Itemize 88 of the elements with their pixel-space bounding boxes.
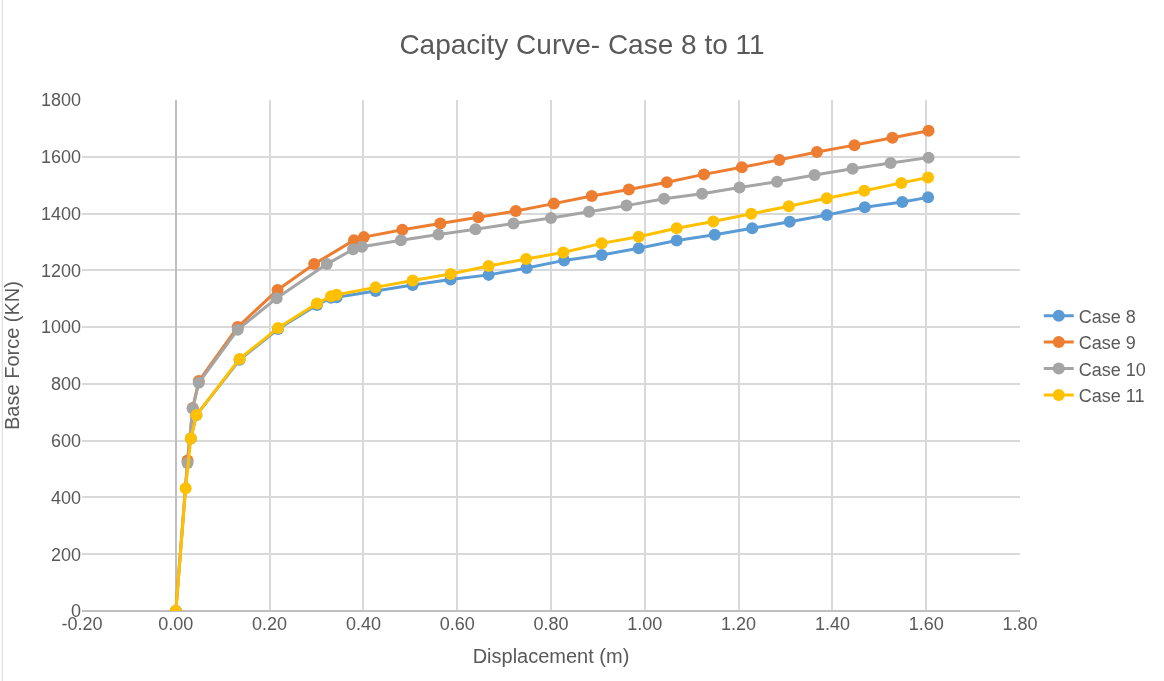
x-tick-label: 1.80 <box>1002 614 1038 634</box>
x-tick-label: 1.60 <box>908 614 944 634</box>
point <box>557 246 570 259</box>
y-tick-label: 600 <box>50 430 81 451</box>
x-tick-label: 0.80 <box>533 614 569 634</box>
point <box>622 183 635 196</box>
legend-label: Case 11 <box>1078 385 1145 406</box>
point <box>922 171 935 184</box>
x-tick-label: 0.20 <box>252 614 288 634</box>
y-tick-label: 1400 <box>40 203 81 224</box>
point <box>848 139 861 152</box>
point <box>369 281 382 294</box>
point <box>632 230 645 243</box>
point <box>583 205 595 218</box>
point <box>444 268 457 281</box>
point <box>595 249 608 261</box>
x-tick-label: 0.60 <box>439 614 475 634</box>
point <box>356 240 368 253</box>
point <box>270 292 283 305</box>
point <box>808 168 821 181</box>
point <box>708 228 721 241</box>
y-tick-label: 1600 <box>40 147 81 168</box>
point <box>545 212 557 225</box>
legend-label: Case 10 <box>1078 359 1146 380</box>
point <box>320 258 333 271</box>
point <box>922 151 935 164</box>
point <box>771 175 784 188</box>
point <box>810 145 823 158</box>
point <box>820 192 833 205</box>
point <box>886 131 899 144</box>
point <box>670 222 683 235</box>
point <box>670 234 683 247</box>
point <box>509 205 522 217</box>
point <box>469 223 482 236</box>
point <box>357 231 370 244</box>
point <box>895 176 908 189</box>
point <box>507 217 520 230</box>
point <box>733 181 746 194</box>
x-tick-label: 1.00 <box>627 614 663 634</box>
y-axis-title: Base Force (KN) <box>1 281 24 430</box>
point <box>858 184 871 197</box>
point <box>434 217 447 230</box>
point <box>746 222 759 235</box>
point <box>406 274 419 287</box>
point <box>858 201 871 214</box>
y-tick-label: 400 <box>50 487 81 508</box>
point <box>773 153 786 166</box>
point <box>585 189 598 202</box>
point <box>396 223 409 236</box>
point <box>520 252 533 265</box>
point <box>783 215 796 228</box>
legend-label: Case 8 <box>1078 306 1136 327</box>
x-tick-label: 0.00 <box>158 614 194 634</box>
point <box>308 258 321 271</box>
point <box>394 234 407 247</box>
point <box>632 242 645 255</box>
x-axis-title: Displacement (m) <box>472 644 630 667</box>
point <box>896 195 909 208</box>
point <box>432 228 445 241</box>
point <box>707 215 720 228</box>
x-tick-label: 1.20 <box>721 614 757 634</box>
point <box>547 197 560 210</box>
y-tick-label: 1000 <box>40 317 81 338</box>
point <box>472 211 485 224</box>
legend-label: Case 9 <box>1078 333 1136 354</box>
point <box>620 199 633 212</box>
point <box>595 237 608 250</box>
x-tick-label: 0.40 <box>345 614 381 634</box>
point <box>697 168 710 181</box>
point <box>922 191 935 204</box>
point <box>658 192 671 205</box>
point <box>922 124 935 137</box>
point <box>482 260 495 273</box>
y-tick-label: 1200 <box>40 260 81 281</box>
point <box>660 176 673 189</box>
chart-title: Capacity Curve- Case 8 to 11 <box>399 28 765 60</box>
point <box>782 200 795 213</box>
y-tick-label: 1800 <box>40 90 81 111</box>
point <box>884 157 897 170</box>
y-tick-label: 200 <box>50 544 81 565</box>
point <box>820 208 833 221</box>
point <box>179 482 192 495</box>
x-tick-label: 1.40 <box>814 614 850 634</box>
y-tick-label: 800 <box>50 374 81 395</box>
point <box>696 187 709 200</box>
point <box>735 161 748 174</box>
point <box>745 207 758 220</box>
point <box>846 162 859 175</box>
